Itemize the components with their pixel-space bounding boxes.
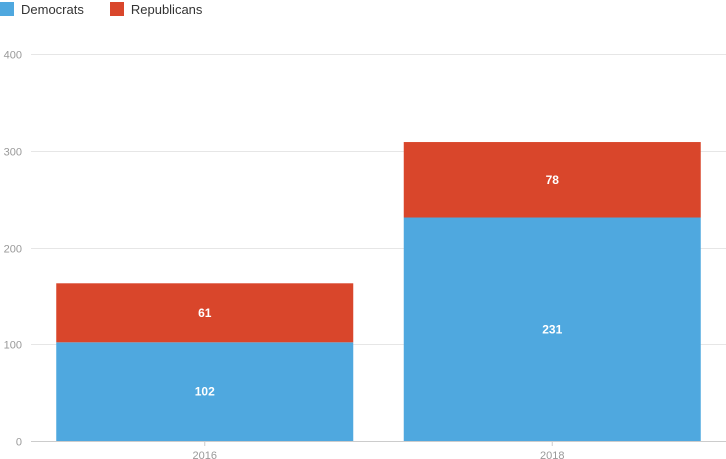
legend-label-democrats: Democrats (21, 1, 84, 17)
bar-label-democrats-2018: 231 (542, 322, 562, 336)
bar-republicans-2018 (403, 142, 701, 218)
y-tick-label-0: 0 (16, 437, 22, 449)
y-tick-label-400: 400 (4, 50, 22, 62)
legend-item-democrats: Democrats (0, 2, 84, 17)
legend-item-republicans: Republicans (109, 1, 203, 17)
bar-label-republicans-2016: 61 (198, 306, 212, 320)
bar-democrats-2018 (403, 217, 701, 441)
y-tick-label-300: 300 (4, 147, 22, 159)
legend-label-republicans: Republicans (130, 1, 203, 17)
legend-swatch-republicans (109, 2, 124, 16)
x-tick-label-2018: 2018 (540, 450, 564, 459)
y-tick-label-100: 100 (4, 340, 22, 352)
bar-democrats-2016 (56, 342, 354, 441)
bar-republicans-2016 (56, 283, 354, 343)
y-tick-label-200: 200 (4, 244, 22, 256)
bar-label-republicans-2018: 78 (546, 173, 560, 187)
chart-legend: Democrats Republicans (0, 0, 228, 18)
x-tick-label-2016: 2016 (193, 450, 217, 459)
bar-label-democrats-2016: 102 (195, 385, 215, 399)
legend-swatch-democrats (0, 2, 14, 16)
